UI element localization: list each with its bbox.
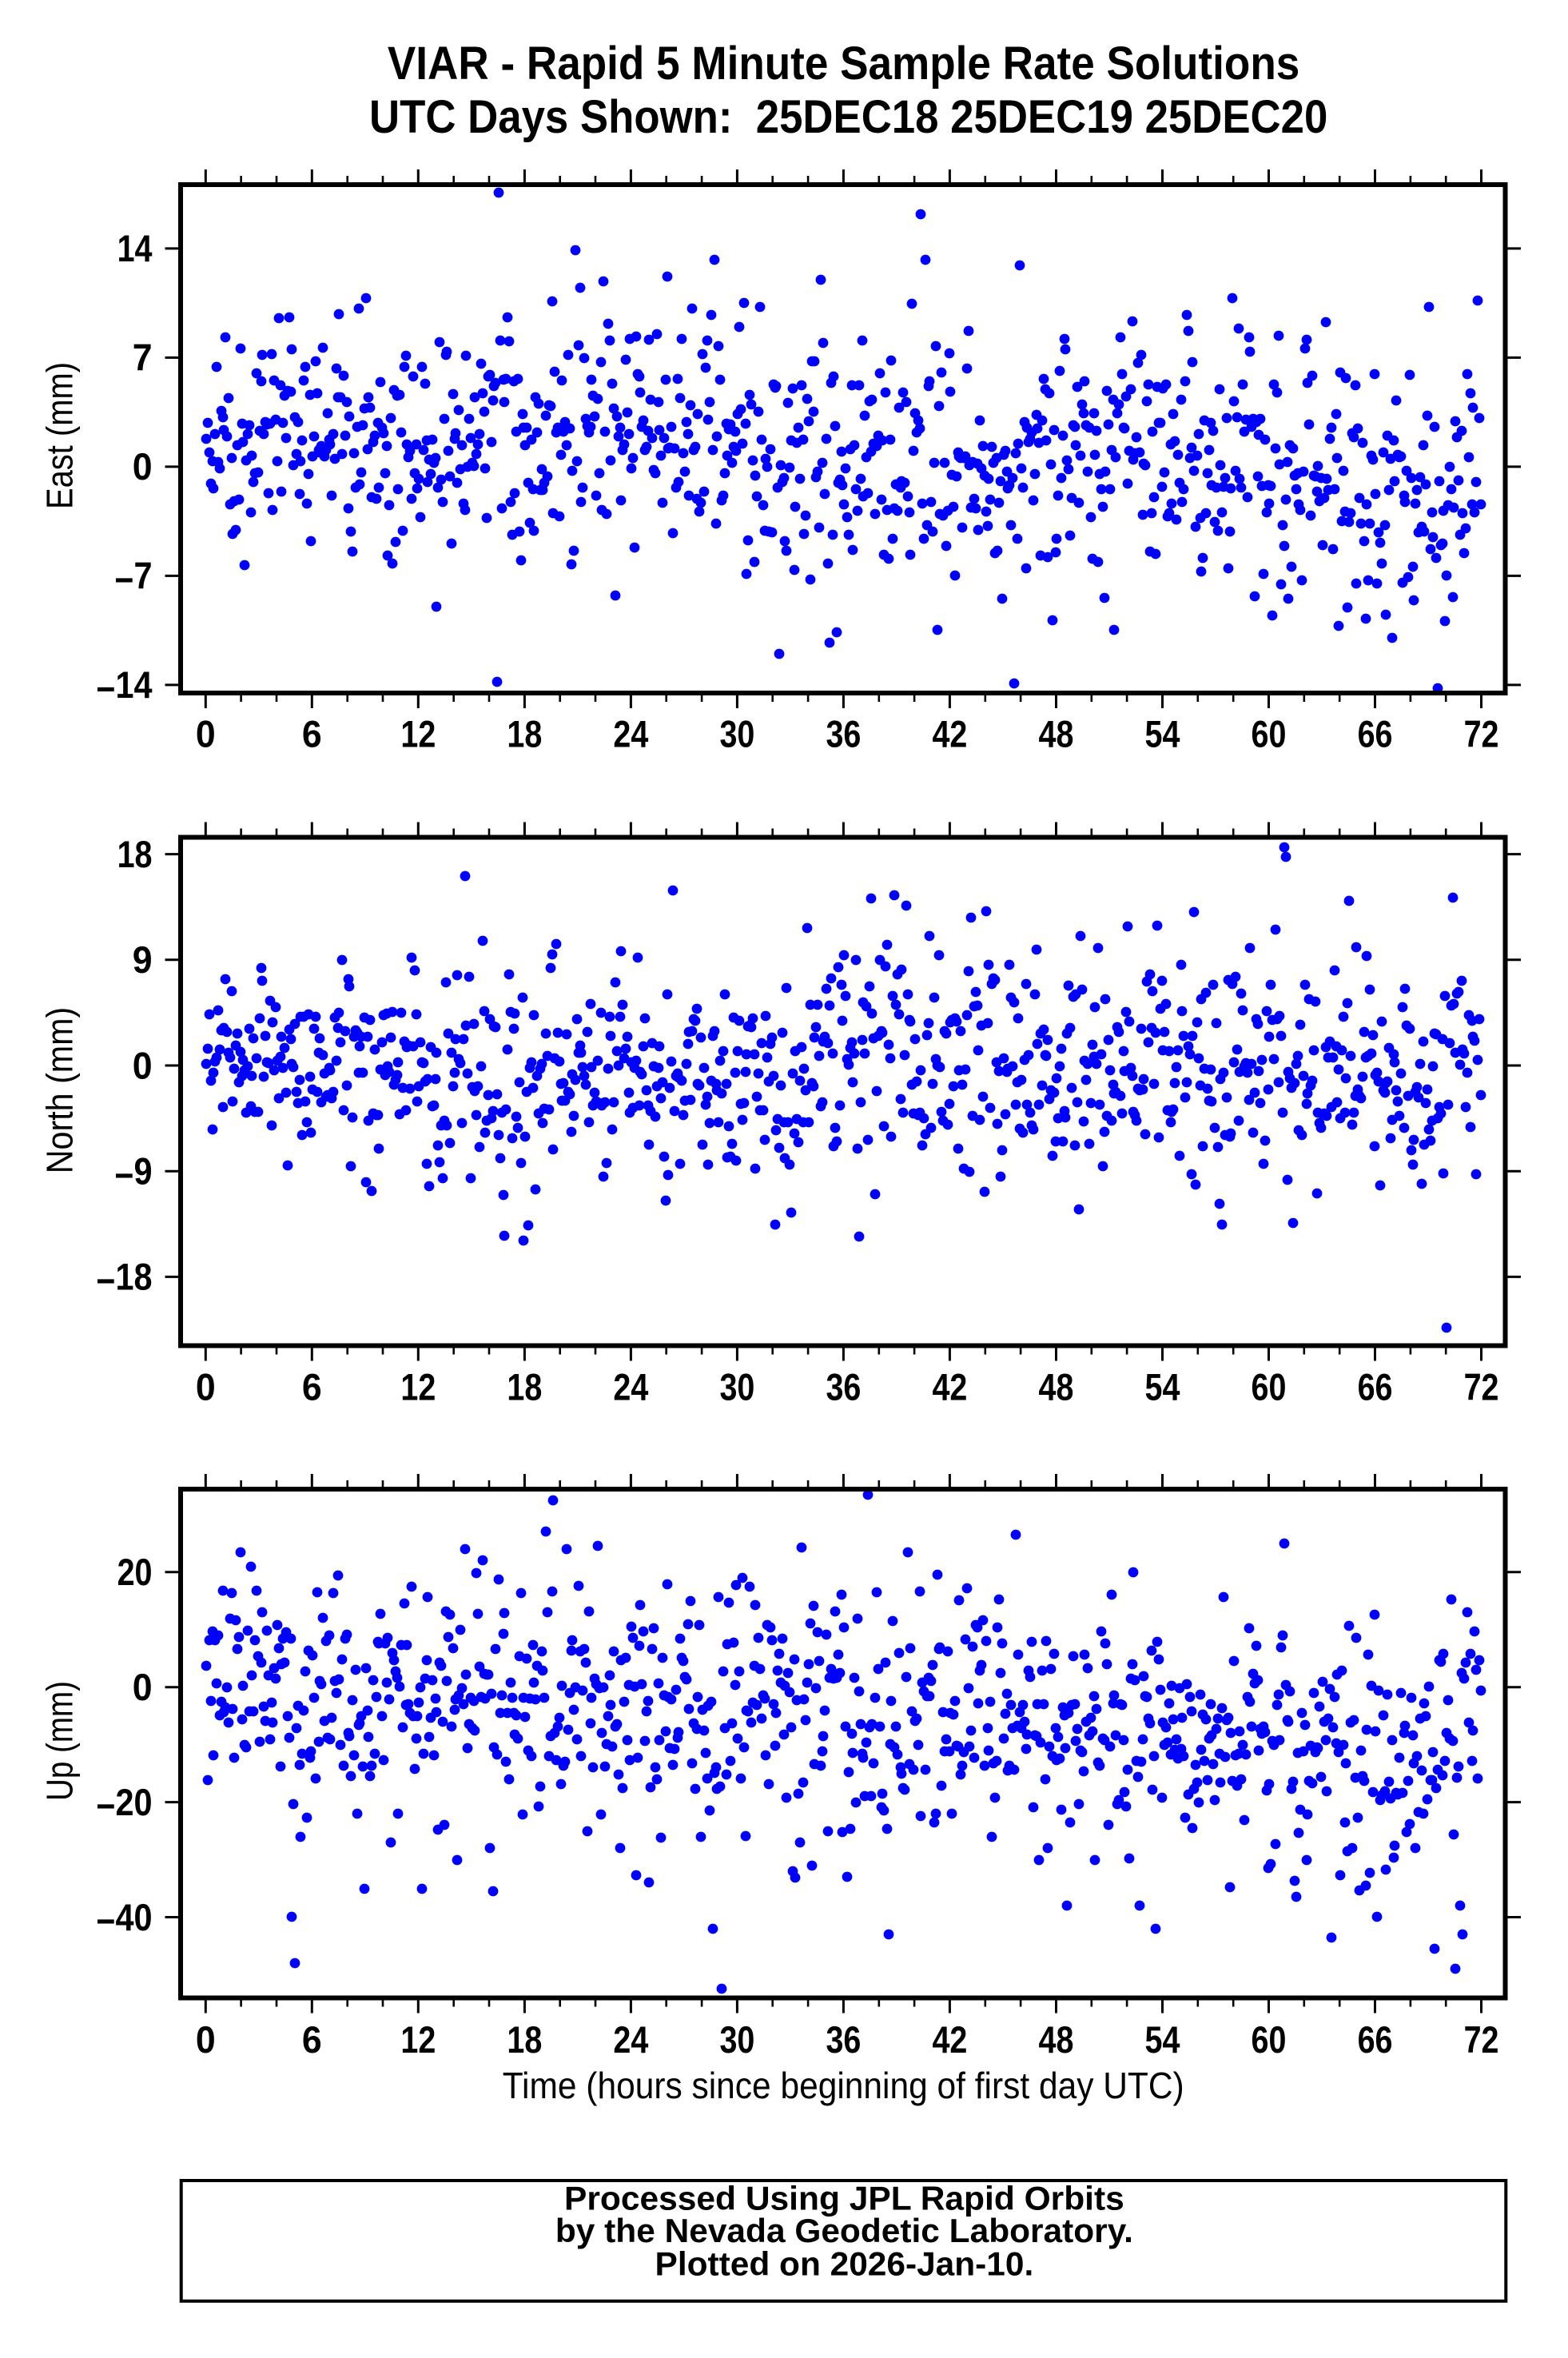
svg-text:9: 9 bbox=[133, 938, 153, 981]
svg-text:48: 48 bbox=[1039, 712, 1074, 755]
svg-text:54: 54 bbox=[1145, 1365, 1180, 1408]
svg-text:−9: −9 bbox=[114, 1150, 152, 1197]
svg-text:66: 66 bbox=[1358, 2018, 1393, 2061]
svg-text:24: 24 bbox=[613, 2018, 648, 2061]
svg-text:6: 6 bbox=[302, 712, 322, 755]
svg-text:20: 20 bbox=[117, 1551, 153, 1593]
svg-text:0: 0 bbox=[133, 445, 153, 488]
svg-text:−18: −18 bbox=[96, 1256, 152, 1302]
svg-text:14: 14 bbox=[117, 227, 153, 269]
svg-text:48: 48 bbox=[1039, 1365, 1074, 1408]
svg-text:6: 6 bbox=[302, 1365, 322, 1408]
svg-text:East (mm): East (mm) bbox=[39, 362, 81, 509]
svg-text:0: 0 bbox=[133, 1044, 153, 1086]
svg-text:UTC Days Shown: 25DEC18 25DEC: UTC Days Shown: 25DEC18 25DEC19 25DEC20 bbox=[369, 91, 1327, 143]
svg-text:0: 0 bbox=[133, 1666, 153, 1708]
svg-text:−20: −20 bbox=[96, 1781, 152, 1827]
svg-text:Processed Using JPL Rapid Orbi: Processed Using JPL Rapid Orbits bbox=[564, 2179, 1124, 2217]
svg-text:−7: −7 bbox=[114, 555, 152, 601]
svg-text:0: 0 bbox=[196, 712, 216, 755]
svg-text:54: 54 bbox=[1145, 712, 1180, 755]
svg-text:48: 48 bbox=[1039, 2018, 1074, 2061]
svg-text:0: 0 bbox=[196, 1365, 216, 1408]
svg-text:72: 72 bbox=[1464, 2018, 1499, 2061]
svg-text:30: 30 bbox=[719, 712, 754, 755]
svg-text:−40: −40 bbox=[96, 1896, 152, 1942]
svg-text:24: 24 bbox=[613, 1365, 648, 1408]
svg-text:42: 42 bbox=[932, 1365, 967, 1408]
svg-text:18: 18 bbox=[117, 833, 153, 875]
svg-text:66: 66 bbox=[1358, 712, 1393, 755]
svg-text:36: 36 bbox=[826, 712, 861, 755]
svg-text:24: 24 bbox=[613, 712, 648, 755]
svg-text:Plotted on 2026-Jan-10.: Plotted on 2026-Jan-10. bbox=[655, 2244, 1034, 2282]
svg-text:0: 0 bbox=[196, 2018, 216, 2061]
svg-text:60: 60 bbox=[1252, 712, 1287, 755]
svg-text:72: 72 bbox=[1464, 712, 1499, 755]
svg-text:Up (mm): Up (mm) bbox=[39, 1681, 81, 1801]
svg-text:66: 66 bbox=[1358, 1365, 1393, 1408]
svg-text:12: 12 bbox=[400, 1365, 436, 1408]
svg-text:6: 6 bbox=[302, 2018, 322, 2061]
svg-text:36: 36 bbox=[826, 2018, 861, 2061]
svg-text:Time (hours since beginning of: Time (hours since beginning of first day… bbox=[503, 2065, 1184, 2106]
svg-text:18: 18 bbox=[507, 1365, 542, 1408]
svg-text:60: 60 bbox=[1252, 2018, 1287, 2061]
svg-text:42: 42 bbox=[932, 712, 967, 755]
svg-text:30: 30 bbox=[719, 1365, 754, 1408]
svg-text:72: 72 bbox=[1464, 1365, 1499, 1408]
svg-text:30: 30 bbox=[719, 2018, 754, 2061]
svg-text:VIAR - Rapid 5 Minute Sample R: VIAR - Rapid 5 Minute Sample Rate Soluti… bbox=[388, 38, 1299, 90]
svg-text:12: 12 bbox=[400, 2018, 436, 2061]
svg-text:−14: −14 bbox=[96, 663, 152, 710]
svg-text:54: 54 bbox=[1145, 2018, 1180, 2061]
svg-text:42: 42 bbox=[932, 2018, 967, 2061]
svg-text:7: 7 bbox=[133, 337, 153, 379]
svg-text:12: 12 bbox=[400, 712, 436, 755]
svg-text:18: 18 bbox=[507, 712, 542, 755]
svg-text:60: 60 bbox=[1252, 1365, 1287, 1408]
svg-text:18: 18 bbox=[507, 2018, 542, 2061]
svg-text:North (mm): North (mm) bbox=[39, 1007, 81, 1174]
svg-text:36: 36 bbox=[826, 1365, 861, 1408]
svg-text:by the Nevada Geodetic Laborat: by the Nevada Geodetic Laboratory. bbox=[555, 2212, 1133, 2249]
